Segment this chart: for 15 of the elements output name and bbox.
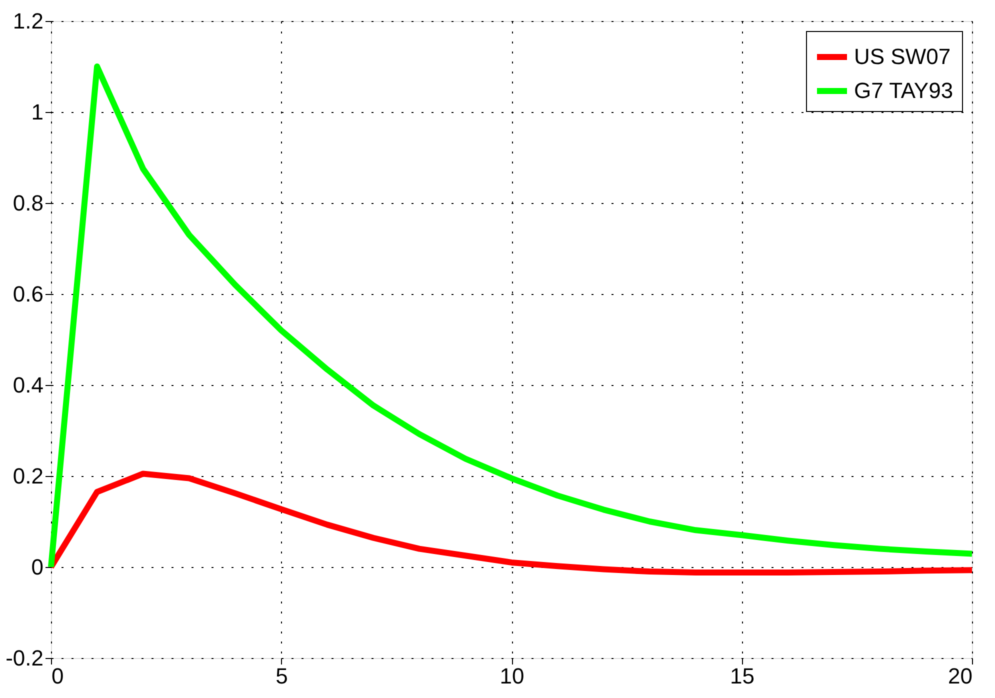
y-tick-label: 0.6 — [12, 282, 44, 306]
y-tick-label: 0 — [31, 554, 44, 580]
x-tick-label: 0 — [52, 664, 64, 688]
legend-label: US SW07 — [854, 44, 951, 69]
y-tick-label: 0.2 — [12, 464, 44, 488]
y-tick-label: 0.8 — [12, 190, 44, 216]
y-tick-label: -0.2 — [6, 646, 44, 670]
legend-label: G7 TAY93 — [854, 78, 954, 103]
y-tick-label: 0.4 — [12, 372, 44, 398]
x-tick-label: 5 — [276, 664, 288, 688]
x-tick-label: 15 — [730, 664, 754, 688]
y-tick-label: 1.2 — [12, 8, 44, 34]
x-tick-label: 10 — [500, 664, 524, 688]
x-tick-label: 20 — [948, 664, 972, 688]
y-tick-label: 1 — [31, 100, 44, 124]
